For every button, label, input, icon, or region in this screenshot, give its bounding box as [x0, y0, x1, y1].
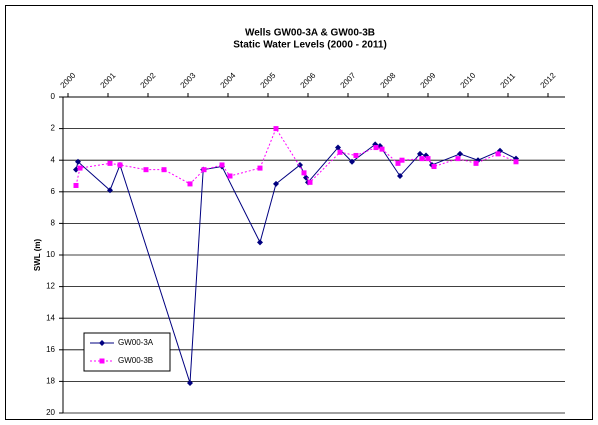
data-point [395, 160, 401, 166]
chart-subtitle: Static Water Levels (2000 - 2011) [233, 40, 387, 51]
legend-box [83, 332, 171, 372]
data-point [143, 167, 149, 173]
legend-label: GW00-3B [118, 356, 153, 365]
y-tick-label: 12 [46, 282, 55, 291]
data-point [373, 145, 379, 151]
data-point [201, 167, 207, 173]
legend-marker [99, 340, 105, 346]
data-point [399, 157, 405, 163]
data-point [297, 161, 303, 168]
data-point [77, 165, 83, 171]
data-point [187, 379, 193, 386]
data-point [335, 144, 341, 151]
data-point [417, 150, 423, 157]
y-tick-label: 4 [51, 155, 56, 164]
data-point [513, 159, 519, 165]
data-point [353, 152, 359, 158]
data-point [425, 156, 431, 162]
data-point [273, 180, 279, 187]
data-point [219, 162, 225, 168]
data-point [337, 149, 343, 155]
data-point [419, 156, 425, 162]
legend-label: GW00-3A [118, 338, 154, 347]
y-tick-label: 6 [51, 187, 56, 196]
data-point [107, 187, 113, 194]
y-tick-label: 0 [51, 92, 56, 101]
y-tick-label: 14 [46, 313, 55, 322]
data-point [495, 151, 501, 157]
y-axis-title: SWL (m) [33, 239, 42, 272]
y-tick-label: 8 [51, 219, 56, 228]
y-tick-label: 16 [46, 345, 55, 354]
y-tick-label: 10 [46, 250, 55, 259]
chart-title: Wells GW00-3A & GW00-3B [245, 28, 375, 39]
data-point [301, 170, 307, 176]
data-point [257, 165, 263, 171]
data-point [161, 167, 167, 173]
data-point [473, 160, 479, 166]
data-point [117, 162, 123, 168]
data-point [431, 164, 437, 170]
data-point [307, 179, 313, 185]
data-point [107, 160, 113, 166]
data-point [187, 181, 193, 187]
data-point [397, 173, 403, 179]
data-point [379, 146, 385, 152]
data-point [349, 158, 355, 165]
data-point [273, 126, 279, 132]
y-tick-label: 20 [46, 408, 55, 417]
data-point [227, 173, 233, 179]
y-tick-label: 18 [46, 377, 55, 386]
y-tick-label: 2 [51, 124, 56, 133]
data-point [257, 239, 263, 246]
data-point [75, 158, 81, 165]
data-point [73, 182, 79, 188]
series-line [75, 143, 517, 384]
data-point [455, 156, 461, 162]
data-point [457, 150, 463, 157]
legend-marker [99, 358, 105, 364]
